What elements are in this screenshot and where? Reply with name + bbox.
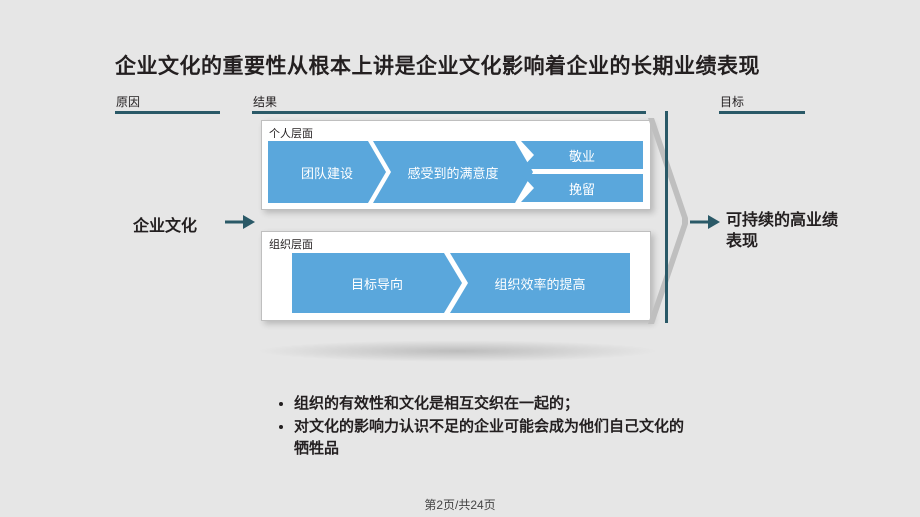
hr-cause: [115, 111, 220, 114]
slide-title: 企业文化的重要性从根本上讲是企业文化影响着企业的长期业绩表现: [115, 50, 760, 80]
box-dedication: 敬业: [521, 141, 643, 169]
arrow-to-goal: [690, 211, 720, 233]
hr-goal: [719, 111, 805, 114]
col-label-result: 结果: [253, 93, 277, 110]
chevron-efficiency: 组织效率的提高: [450, 253, 630, 313]
chevron-team: 团队建设: [268, 141, 386, 203]
col-label-goal: 目标: [720, 93, 744, 110]
bullet-2: 对文化的影响力认识不足的企业可能会成为他们自己文化的牺牲品: [294, 416, 692, 461]
page-footer: 第2页/共24页: [0, 496, 920, 513]
box-dedication-text: 敬业: [569, 146, 595, 165]
chevron-efficiency-text: 组织效率的提高: [494, 274, 585, 293]
arrow-left-to-panels: [225, 211, 255, 233]
panel-personal-label: 个人层面: [269, 125, 313, 141]
chevron-goal-oriented: 目标导向: [292, 253, 462, 313]
col-label-cause: 原因: [116, 93, 140, 110]
hr-result: [252, 111, 646, 114]
chevron-team-text: 团队建设: [301, 163, 353, 182]
vbar-divider: [665, 111, 668, 323]
box-retention-text: 挽留: [569, 179, 595, 198]
chevron-satisfaction: 感受到的满意度: [373, 141, 533, 203]
convergence-shape: [648, 118, 688, 324]
bullet-1: 组织的有效性和文化是相互交织在一起的；: [294, 393, 692, 416]
shadow-under-panels: [255, 340, 660, 362]
chevron-goal-oriented-text: 目标导向: [351, 274, 403, 293]
goal-label: 可持续的高业绩表现: [726, 211, 846, 253]
panel-org-label: 组织层面: [269, 236, 313, 252]
box-retention: 挽留: [521, 174, 643, 202]
chevron-satisfaction-text: 感受到的满意度: [407, 163, 498, 182]
left-source-label: 企业文化: [133, 212, 197, 236]
bullet-list: 组织的有效性和文化是相互交织在一起的； 对文化的影响力认识不足的企业可能会成为他…: [272, 393, 692, 461]
